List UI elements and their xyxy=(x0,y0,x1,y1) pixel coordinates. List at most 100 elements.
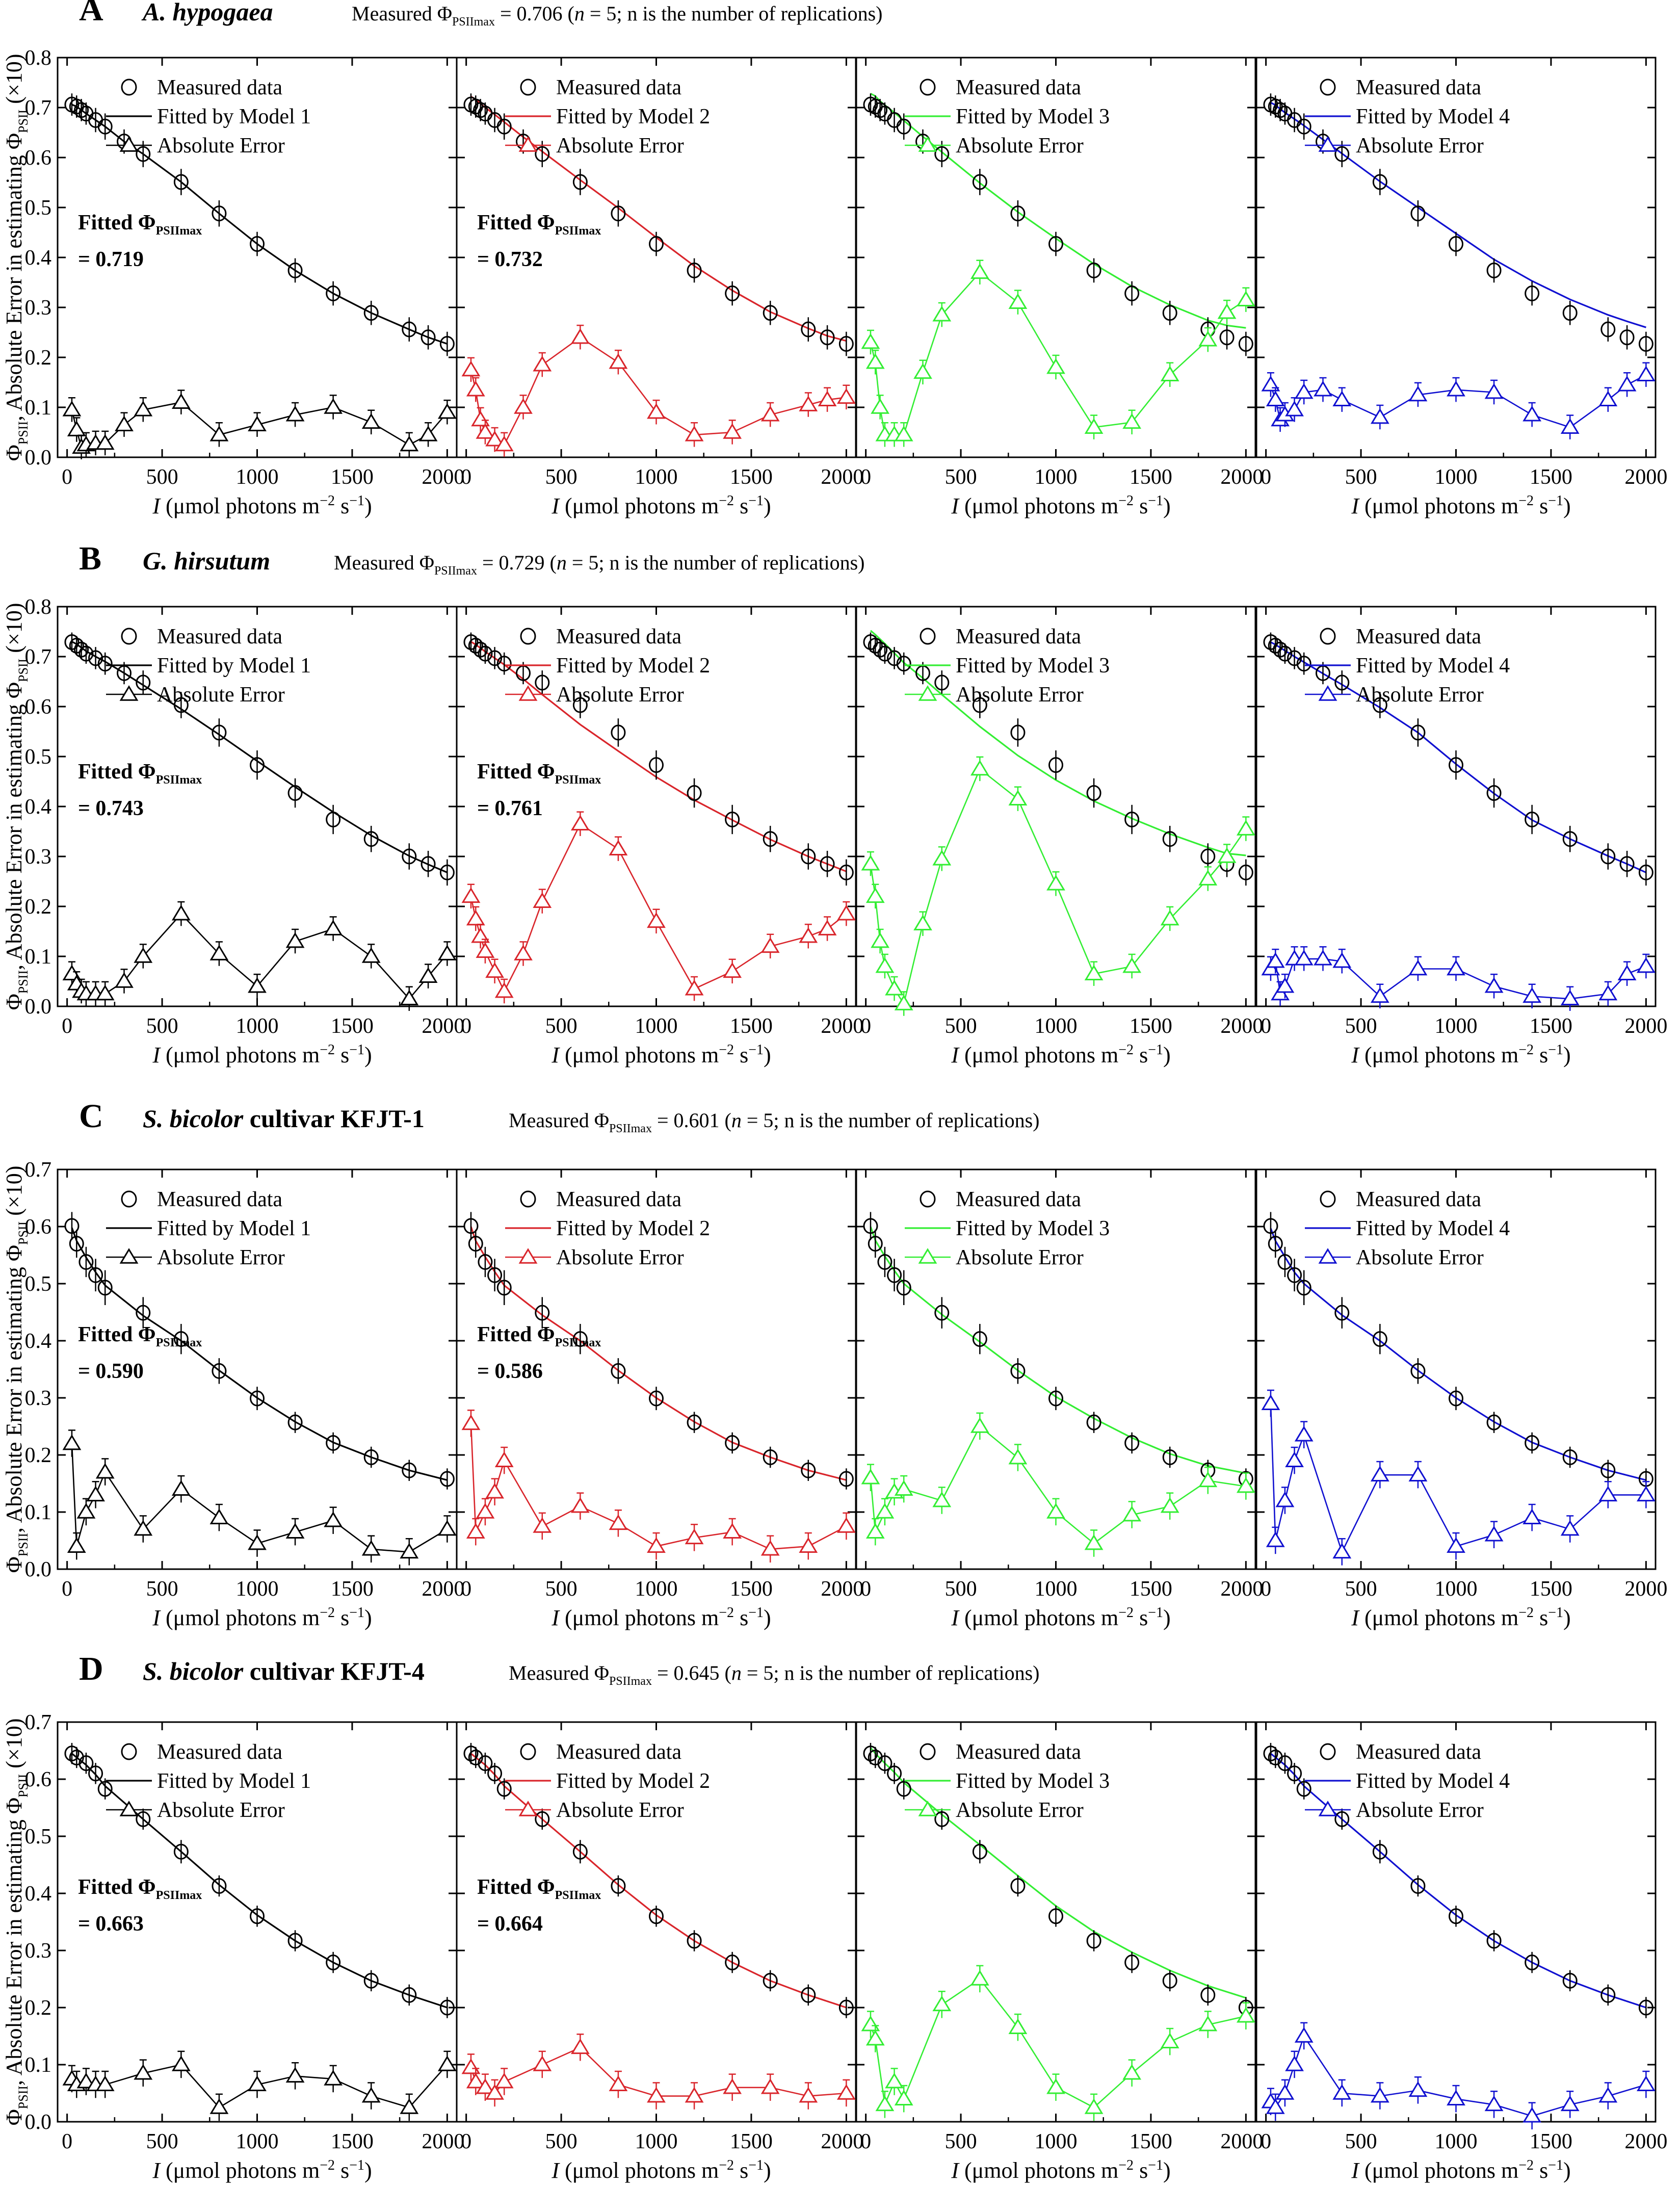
error-point xyxy=(1198,330,1218,347)
legend-error-label: Absolute Error xyxy=(157,683,285,707)
measured-point xyxy=(1334,674,1350,691)
x-tick-label: 1000 xyxy=(1435,2130,1478,2153)
legend-measured-label: Measured data xyxy=(157,1188,282,1211)
measured-point xyxy=(421,329,436,346)
error-point xyxy=(62,400,82,417)
error-point xyxy=(1008,1448,1028,1465)
measured-point xyxy=(1562,831,1578,847)
error-point xyxy=(248,977,267,993)
legend-error-label: Absolute Error xyxy=(157,1799,285,1822)
error-point xyxy=(466,909,485,926)
error-point xyxy=(1370,987,1389,1003)
measured-point xyxy=(1263,1218,1278,1234)
measured-point xyxy=(838,1471,854,1487)
error-point xyxy=(1332,391,1352,407)
x-label-sup: −1 xyxy=(1548,1605,1563,1621)
measured-point xyxy=(572,1331,588,1347)
x-label-text: ) xyxy=(764,493,771,518)
measured-phimax-label: Measured ΦPSIImax = 0.706 (n = 5; n is t… xyxy=(352,2,883,29)
measured-point xyxy=(649,1908,664,1924)
legend-measured-label: Measured data xyxy=(956,1188,1081,1211)
panel-C-model-1: 0 500 1000 1500 2000 0.0 0.1 0.2 0.3 0.4 0.5 0.6 0.7… xyxy=(25,1158,465,1630)
measured-point xyxy=(1600,1987,1616,2003)
measured-point xyxy=(136,146,151,162)
fitted-phimax-value: = 0.663 xyxy=(78,1912,144,1936)
error-line xyxy=(1270,1403,1646,1554)
measured-point xyxy=(468,637,483,654)
legend-measured-marker xyxy=(1320,628,1336,645)
x-label-sup: −1 xyxy=(748,1042,764,1058)
fitted-phimax-label: Fitted ΦPSIImax xyxy=(78,1876,202,1902)
legend-error-marker xyxy=(518,1801,538,1816)
measured-phimax-label: Measured ΦPSIImax = 0.645 (n = 5; n is t… xyxy=(509,1661,1040,1688)
measured-point xyxy=(1048,1390,1063,1407)
y-label-text: (×10) xyxy=(2,1719,27,1774)
y-tick-label: 0.3 xyxy=(25,1387,52,1410)
x-label-var: I xyxy=(551,493,560,518)
error-point xyxy=(760,937,780,953)
error-point xyxy=(1447,2090,1465,2105)
error-point xyxy=(400,2098,419,2114)
error-point xyxy=(570,1497,590,1513)
x-tick-label: 0 xyxy=(62,1577,72,1601)
legend-error-label: Absolute Error xyxy=(556,134,684,158)
measured-point xyxy=(88,1267,103,1283)
measured-point xyxy=(1562,1449,1578,1465)
error-point xyxy=(1598,391,1618,407)
measured-point xyxy=(1287,1267,1302,1283)
y-tick-label: 0.2 xyxy=(25,1444,52,1467)
error-point xyxy=(1484,2095,1504,2112)
measured-n-text: = 5; n is the number of replications) xyxy=(742,1661,1040,1684)
error-point xyxy=(647,1537,666,1553)
error-point xyxy=(1046,358,1065,374)
error-point xyxy=(1285,2055,1304,2071)
x-label-text: s xyxy=(335,493,349,518)
error-point xyxy=(1160,366,1179,382)
error-point xyxy=(865,353,885,369)
error-point xyxy=(760,405,780,422)
panel-B-model-4: 0 500 1000 1500 2000 I (μmol photons m−2 s−1)… xyxy=(1255,606,1667,1068)
x-tick-label: 2000 xyxy=(1220,2130,1263,2153)
error-point xyxy=(865,887,885,903)
legend-error-marker xyxy=(1318,1248,1337,1264)
y-tick-label: 0.0 xyxy=(25,995,52,1019)
error-point xyxy=(1560,1520,1580,1536)
fitted-phimax-label: Fitted ΦPSIImax xyxy=(477,760,601,787)
measured-point xyxy=(496,1781,512,1797)
error-point xyxy=(799,396,818,411)
row-panel-D: D S. bicolor cultivar KFJT-4 Measured ΦPSI… xyxy=(2,1650,1667,2183)
x-tick-label: 500 xyxy=(545,465,578,489)
x-label-sup: −1 xyxy=(349,2157,364,2173)
error-point xyxy=(1217,303,1237,319)
measured-point xyxy=(1287,650,1302,666)
error-point xyxy=(885,979,904,996)
error-point xyxy=(932,305,952,322)
error-point xyxy=(685,425,704,441)
measured-value: = 0.706 ( xyxy=(495,2,574,25)
x-axis-label: I (μmol photons m−2 s−1) xyxy=(152,493,372,518)
error-point xyxy=(1636,1486,1656,1502)
measured-point xyxy=(74,102,89,118)
legend-fit-label: Fitted by Model 4 xyxy=(1356,1769,1510,1793)
legend-measured-label: Measured data xyxy=(556,76,681,99)
measured-point xyxy=(934,146,950,162)
error-point xyxy=(209,425,229,441)
error-point xyxy=(418,425,438,441)
error-point xyxy=(533,2055,552,2071)
x-tick-label: 1500 xyxy=(730,2130,773,2153)
legend-error-marker xyxy=(518,1248,538,1264)
x-label-text: ) xyxy=(1163,2158,1171,2183)
legend-measured-label: Measured data xyxy=(556,625,681,648)
legend-measured-marker xyxy=(920,628,936,645)
measured-point xyxy=(801,1462,816,1478)
fitted-phimax-value: = 0.761 xyxy=(477,797,543,820)
y-tick-label: 0.2 xyxy=(25,346,52,370)
measured-point xyxy=(1086,1933,1101,1949)
fitted-phimax-value: = 0.590 xyxy=(78,1360,144,1383)
y-tick-label: 0.1 xyxy=(25,945,52,969)
measured-point xyxy=(69,637,84,654)
x-tick-label: 1000 xyxy=(236,465,279,489)
y-tick-label: 0.4 xyxy=(25,1330,52,1353)
measured-point xyxy=(136,674,151,691)
error-point xyxy=(115,972,134,988)
